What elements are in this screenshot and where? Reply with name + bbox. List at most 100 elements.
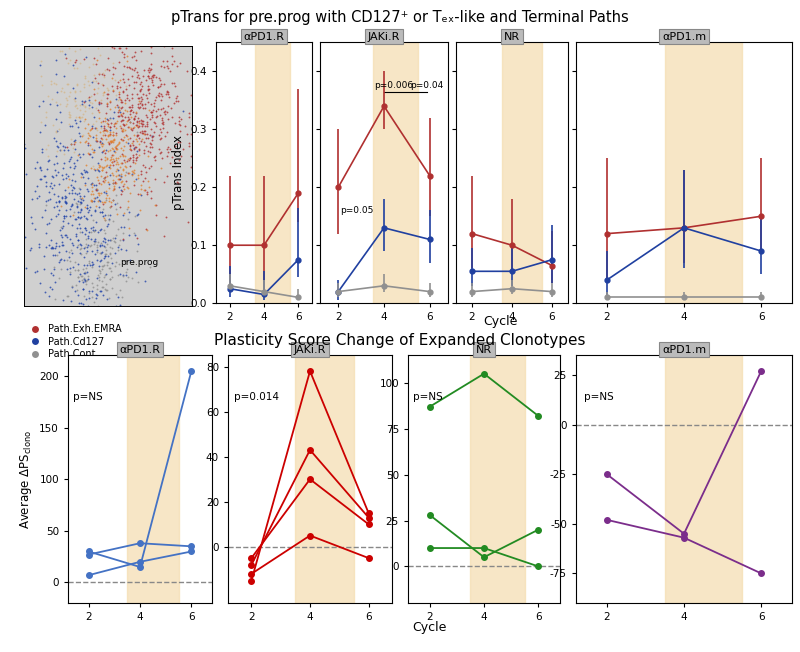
Point [58,142,71,153]
Point [133,150,146,160]
Point [127,136,140,146]
Point [95,147,108,157]
Point [68,85,81,96]
Point [96,134,109,144]
Point [106,134,119,145]
Point [122,214,134,224]
Text: p=0.04: p=0.04 [410,81,443,89]
Point [99,175,112,185]
Point [119,167,132,177]
Point [120,275,133,286]
Point [54,254,67,264]
Point [55,145,68,155]
Point [130,245,143,256]
Point [62,155,75,166]
Point [47,202,60,213]
Point [158,40,170,51]
Point [162,100,174,111]
Point [109,170,122,181]
Point [116,119,129,130]
Point [57,216,70,226]
Point [67,147,80,157]
Point [129,111,142,121]
Point [88,235,101,246]
Point [62,182,74,192]
Point [79,267,92,278]
Point [130,174,142,185]
Point [78,267,91,277]
Point [18,139,30,149]
Point [128,144,141,155]
Point [133,145,146,155]
Point [40,242,53,252]
Point [94,255,107,265]
Point [120,245,133,256]
Point [98,210,111,220]
Point [156,123,169,133]
Point [128,113,141,123]
Point [102,130,114,141]
Point [91,164,104,174]
Point [130,106,143,117]
Point [106,174,119,185]
Point [150,111,162,122]
Point [95,161,108,171]
Y-axis label: Average $\Delta$PS$_{\mathregular{clono}}$: Average $\Delta$PS$_{\mathregular{clono}… [18,430,34,529]
Point [70,55,82,65]
Point [67,138,80,149]
Point [76,100,89,110]
Point [98,215,111,225]
Point [114,42,126,53]
Point [82,274,94,284]
Point [106,130,119,140]
Point [86,161,99,171]
Point [74,105,86,115]
Point [74,85,86,96]
Point [46,243,59,254]
Point [106,178,119,188]
Point [102,215,115,225]
Point [70,63,83,73]
Point [117,132,130,143]
Point [63,247,76,258]
Point [174,57,186,68]
Point [170,177,183,188]
Point [134,170,147,180]
Point [77,172,90,183]
Point [73,183,86,193]
Point [106,157,118,168]
Point [43,282,56,292]
Point [156,91,169,101]
Point [94,265,106,276]
Point [47,261,60,272]
Point [169,117,182,128]
Point [143,65,156,75]
Point [141,112,154,123]
Point [148,200,161,210]
Point [135,119,148,130]
Point [111,270,124,280]
Point [107,107,120,117]
Point [125,112,138,123]
Point [80,167,93,177]
Point [101,154,114,164]
Point [92,160,105,170]
Point [88,89,101,99]
Point [78,72,91,83]
Point [147,72,160,82]
Point [78,96,91,106]
Point [93,107,106,117]
Point [94,313,106,323]
Point [117,124,130,134]
Point [95,132,108,143]
Point [106,243,118,254]
Point [68,136,81,147]
Point [74,191,86,201]
Point [53,46,66,56]
Point [76,193,89,203]
Point [54,230,67,240]
Point [94,224,106,235]
Point [90,88,103,98]
Bar [255,42,290,303]
Point [58,87,70,97]
